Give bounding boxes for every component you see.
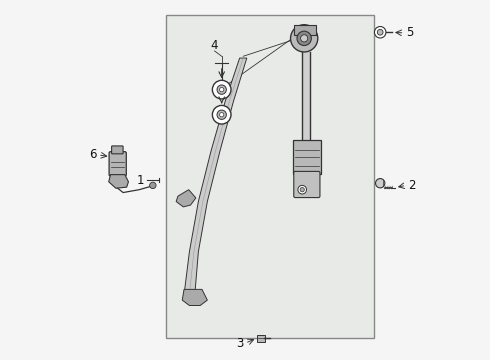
Circle shape [220,113,224,117]
Text: 1: 1 [137,174,145,186]
Circle shape [375,179,385,188]
Text: 2: 2 [408,179,416,192]
Polygon shape [184,58,247,295]
Circle shape [220,87,224,92]
FancyBboxPatch shape [293,140,321,174]
Circle shape [300,188,304,192]
Circle shape [377,30,383,35]
Polygon shape [182,289,207,306]
Circle shape [212,105,231,124]
Circle shape [298,185,307,194]
FancyBboxPatch shape [109,152,126,176]
Circle shape [217,110,226,120]
Circle shape [297,31,311,45]
Circle shape [217,85,226,94]
Text: 3: 3 [236,337,243,350]
FancyBboxPatch shape [257,334,265,342]
Circle shape [149,182,156,189]
Polygon shape [302,52,310,158]
FancyBboxPatch shape [112,146,123,154]
Text: 5: 5 [406,27,414,40]
Polygon shape [109,175,128,188]
FancyBboxPatch shape [294,25,316,36]
Text: 4: 4 [211,39,218,52]
Circle shape [291,25,318,52]
Circle shape [212,80,231,99]
Circle shape [374,27,386,38]
Bar [166,15,374,338]
FancyBboxPatch shape [294,171,320,198]
Circle shape [300,35,308,42]
Polygon shape [176,190,196,207]
Text: 6: 6 [89,148,96,161]
